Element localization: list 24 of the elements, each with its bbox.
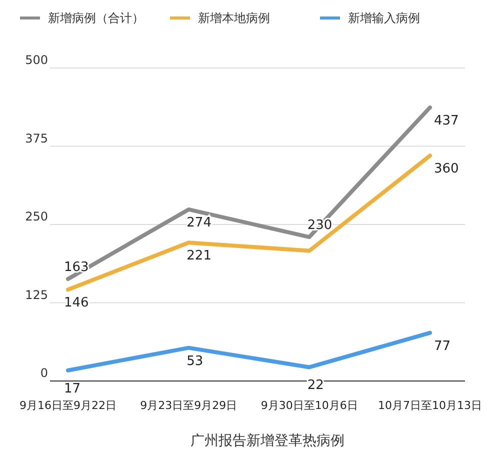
- data-label: 77: [434, 338, 451, 354]
- legend-label: 新增病例（合计）: [48, 11, 144, 25]
- data-label: 17: [64, 381, 81, 396]
- y-tick-label: 375: [25, 131, 48, 146]
- y-tick-label: 250: [25, 210, 48, 224]
- data-label: 360: [434, 162, 459, 177]
- legend-label: 新增输入病例: [348, 11, 420, 25]
- legend-label: 新增本地病例: [198, 11, 270, 25]
- data-label: 437: [434, 113, 459, 128]
- data-label: 22: [307, 378, 324, 394]
- data-label: 163: [64, 260, 89, 275]
- y-tick-label: 125: [25, 288, 48, 302]
- y-tick-label: 500: [25, 53, 48, 67]
- y-tick-label: 0: [40, 366, 48, 380]
- data-label: 274: [186, 215, 212, 230]
- x-tick-label: 10月7日至10月13日: [378, 399, 482, 412]
- x-axis-title: 广州报告新增登革热病例: [190, 433, 344, 449]
- x-tick-label: 9月30日至10月6日: [260, 399, 358, 412]
- data-label: 221: [186, 248, 212, 264]
- data-label: 230: [307, 218, 332, 234]
- x-tick-label: 9月16日至9月22日: [20, 399, 116, 412]
- data-label: 146: [64, 296, 89, 311]
- data-label: 53: [186, 354, 204, 369]
- x-tick-label: 9月23日至9月29日: [140, 399, 238, 412]
